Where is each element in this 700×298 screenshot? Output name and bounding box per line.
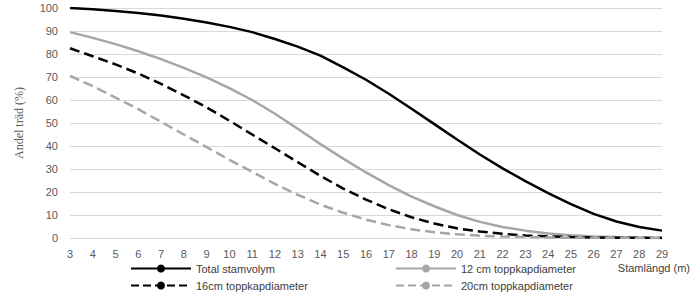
svg-text:20: 20 [451, 248, 463, 260]
svg-text:Stamlängd (m): Stamlängd (m) [618, 262, 690, 274]
svg-text:27: 27 [610, 248, 622, 260]
svg-text:16cm toppkapdiameter: 16cm toppkapdiameter [196, 280, 308, 292]
svg-text:3: 3 [67, 248, 73, 260]
svg-text:23: 23 [519, 248, 531, 260]
svg-text:5: 5 [112, 248, 118, 260]
svg-text:0: 0 [52, 232, 58, 244]
svg-text:20: 20 [46, 186, 58, 198]
svg-text:18: 18 [405, 248, 417, 260]
svg-text:10: 10 [223, 248, 235, 260]
svg-text:15: 15 [337, 248, 349, 260]
svg-text:25: 25 [565, 248, 577, 260]
svg-text:22: 22 [496, 248, 508, 260]
svg-text:28: 28 [633, 248, 645, 260]
svg-text:14: 14 [314, 248, 326, 260]
svg-text:11: 11 [246, 248, 257, 260]
svg-text:21: 21 [474, 248, 486, 260]
svg-text:50: 50 [46, 117, 58, 129]
svg-text:Total stamvolym: Total stamvolym [196, 263, 275, 275]
svg-text:19: 19 [428, 248, 440, 260]
svg-text:24: 24 [542, 248, 554, 260]
svg-text:70: 70 [46, 71, 58, 83]
svg-text:9: 9 [204, 248, 210, 260]
svg-text:8: 8 [181, 248, 187, 260]
svg-text:20cm toppkapdiameter: 20cm toppkapdiameter [461, 280, 573, 292]
svg-text:4: 4 [90, 248, 96, 260]
svg-text:10: 10 [46, 209, 58, 221]
svg-text:16: 16 [360, 248, 372, 260]
svg-text:17: 17 [383, 248, 395, 260]
svg-text:40: 40 [46, 140, 58, 152]
svg-text:7: 7 [158, 248, 164, 260]
svg-text:12: 12 [269, 248, 281, 260]
svg-text:26: 26 [588, 248, 600, 260]
svg-text:100: 100 [40, 2, 58, 14]
svg-text:12 cm toppkapdiameter: 12 cm toppkapdiameter [461, 263, 576, 275]
svg-text:6: 6 [135, 248, 141, 260]
svg-text:30: 30 [46, 163, 58, 175]
svg-text:90: 90 [46, 25, 58, 37]
svg-text:80: 80 [46, 48, 58, 60]
svg-text:Andel träd (%): Andel träd (%) [12, 87, 26, 159]
svg-text:29: 29 [656, 248, 668, 260]
svg-text:60: 60 [46, 94, 58, 106]
svg-text:13: 13 [292, 248, 304, 260]
